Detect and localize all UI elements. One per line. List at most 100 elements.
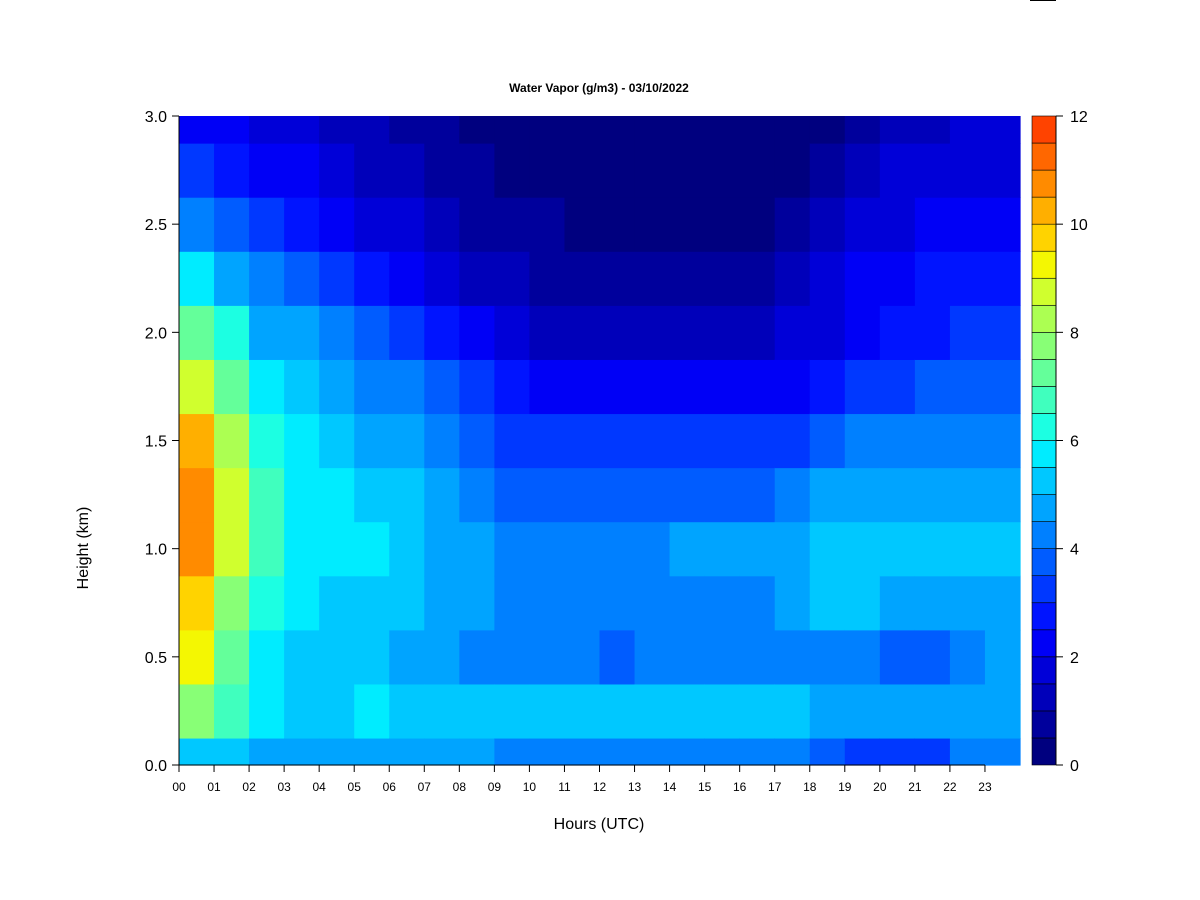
heatmap-cell — [179, 143, 215, 198]
x-tick-label: 03 — [277, 780, 291, 794]
heatmap-cell — [844, 197, 881, 252]
heatmap-cell — [634, 359, 671, 415]
heatmap-cell — [774, 683, 811, 739]
x-tick-label: 19 — [838, 780, 852, 794]
heatmap-cell — [809, 251, 846, 306]
heatmap-cell — [949, 197, 986, 252]
heatmap-cell — [179, 251, 215, 306]
heatmap-cell — [739, 413, 776, 469]
heatmap-cell — [179, 629, 215, 685]
heatmap-cell — [424, 251, 460, 306]
x-axis: 00 01 02 03 04 05 06 07 08 09 10 11 12 13 14 15 16 17 18 19… — [172, 764, 992, 794]
heatmap-cell — [599, 737, 636, 766]
heatmap-cell — [564, 143, 601, 198]
heatmap-cell — [879, 737, 916, 766]
x-tick-label: 14 — [663, 780, 677, 794]
heatmap-cell — [739, 575, 776, 631]
heatmap-cell — [494, 251, 531, 306]
colorbar-swatch — [1031, 710, 1057, 739]
heatmap-cell — [284, 143, 320, 198]
heatmap-cell — [914, 413, 951, 469]
heatmap-cell — [984, 305, 1021, 360]
heatmap-cell — [529, 197, 566, 252]
heatmap-cell — [354, 467, 390, 523]
heatmap-cell — [984, 737, 1021, 766]
heatmap-cell — [669, 575, 706, 631]
heatmap-cell — [984, 197, 1021, 252]
heatmap-cell — [389, 683, 425, 739]
heatmap-cell — [494, 467, 531, 523]
heatmap-cell — [179, 116, 215, 144]
heatmap-cell — [599, 305, 636, 360]
heatmap-cell — [284, 737, 320, 766]
heatmap-cell — [669, 413, 706, 469]
heatmap-cell — [914, 251, 951, 306]
heatmap-cell — [249, 197, 285, 252]
colorbar-swatch — [1031, 521, 1057, 549]
heatmap-cell — [914, 629, 951, 685]
heatmap-cell — [354, 251, 390, 306]
heatmap-cell — [774, 575, 811, 631]
heatmap-cell — [424, 143, 460, 198]
heatmap-cell — [704, 467, 741, 523]
heatmap-cell — [494, 305, 531, 360]
x-tick-label: 09 — [488, 780, 502, 794]
heatmap-cell — [949, 467, 986, 523]
heatmap-cell — [669, 737, 706, 766]
heatmap-cell — [459, 467, 495, 523]
heatmap-cell — [739, 116, 776, 144]
heatmap-cell — [844, 116, 881, 144]
heatmap-cell — [319, 359, 355, 415]
heatmap-cell — [599, 575, 636, 631]
heatmap-cell — [284, 251, 320, 306]
heatmap-cell — [284, 683, 320, 739]
y-tick-label: 2.5 — [145, 217, 167, 234]
heatmap-cell — [214, 413, 250, 469]
heatmap-cell — [949, 413, 986, 469]
heatmap-cell — [284, 305, 320, 360]
heatmap-cell — [739, 467, 776, 523]
heatmap-cell — [844, 521, 881, 577]
heatmap-cell — [599, 116, 636, 144]
heatmap-cell — [844, 575, 881, 631]
heatmap-cell — [704, 413, 741, 469]
heatmap-cell — [179, 359, 215, 415]
heatmap-cell — [284, 116, 320, 144]
heatmap-cell — [634, 629, 671, 685]
heatmap-cell — [179, 521, 215, 577]
heatmap-cell — [459, 116, 495, 144]
heatmap-cell — [319, 116, 355, 144]
x-tick-label: 12 — [593, 780, 607, 794]
heatmap-cell — [984, 467, 1021, 523]
heatmap-cell — [634, 413, 671, 469]
heatmap-cell — [494, 737, 531, 766]
heatmap-cell — [424, 413, 460, 469]
colorbar-swatch — [1031, 142, 1057, 171]
y-axis-label: Height (km) — [75, 507, 92, 590]
heatmap-cell — [704, 683, 741, 739]
x-tick-label: 17 — [768, 780, 782, 794]
heatmap-cell — [949, 737, 986, 766]
heatmap-cell — [529, 629, 566, 685]
heatmap-cell — [249, 413, 285, 469]
heatmap-cell — [774, 197, 811, 252]
heatmap-cell — [319, 575, 355, 631]
heatmap-cell — [459, 683, 495, 739]
colorbar-swatch — [1031, 494, 1057, 522]
heatmap-cell — [879, 629, 916, 685]
heatmap-cell — [249, 575, 285, 631]
heatmap-cell — [389, 305, 425, 360]
heatmap-cell — [914, 143, 951, 198]
colorbar-swatch — [1031, 386, 1057, 414]
heatmap-cell — [214, 143, 250, 198]
heatmap-cell — [914, 116, 951, 144]
heatmap-cell — [459, 413, 495, 469]
heatmap-cell — [599, 251, 636, 306]
heatmap-cell — [319, 467, 355, 523]
heatmap-cell — [529, 143, 566, 198]
heatmap-cell — [389, 413, 425, 469]
heatmap-cell — [984, 359, 1021, 415]
heatmap-cell — [669, 467, 706, 523]
heatmap-cell — [669, 683, 706, 739]
heatmap-cell — [634, 521, 671, 577]
